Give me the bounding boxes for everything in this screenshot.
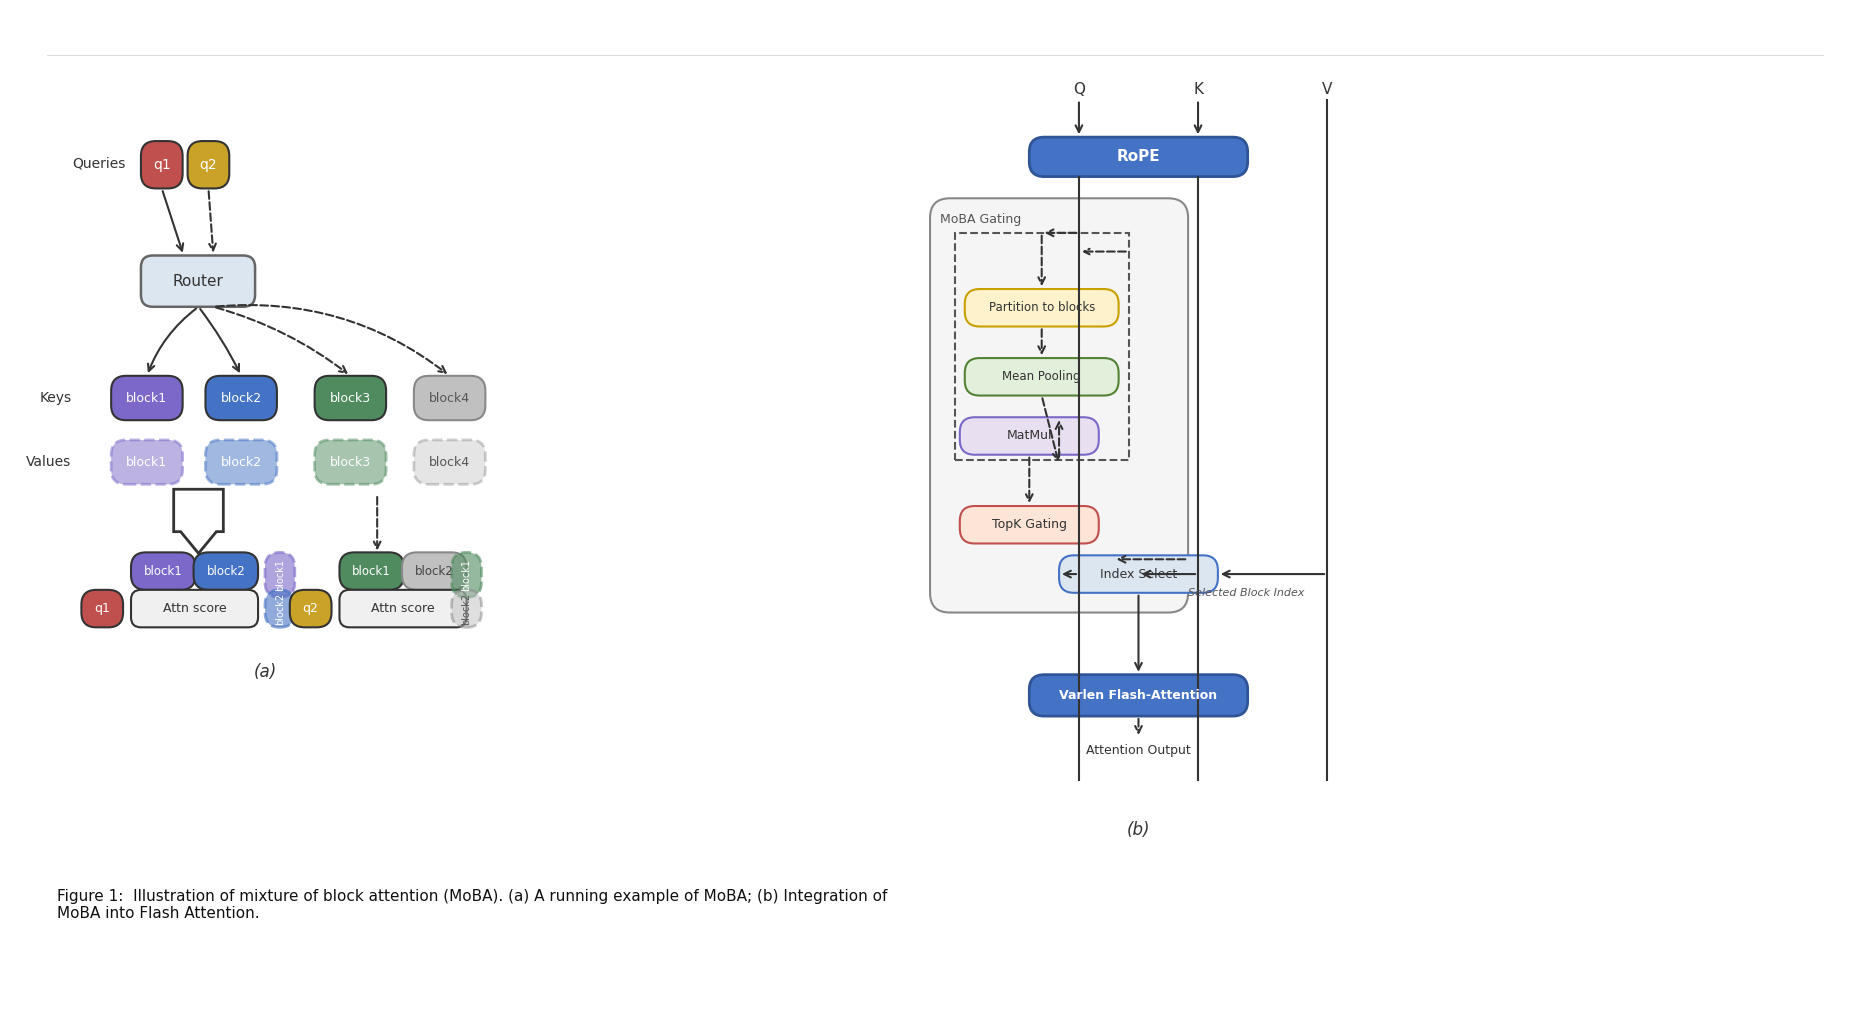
Text: Index Select: Index Select (1100, 568, 1176, 581)
Text: Mean Pooling: Mean Pooling (1002, 370, 1081, 383)
Text: Partition to blocks: Partition to blocks (989, 301, 1096, 314)
FancyBboxPatch shape (140, 141, 183, 189)
Text: Values: Values (26, 455, 71, 469)
Text: block2: block2 (462, 592, 471, 625)
FancyBboxPatch shape (402, 553, 466, 590)
FancyBboxPatch shape (965, 289, 1118, 327)
FancyBboxPatch shape (131, 590, 258, 628)
FancyBboxPatch shape (290, 590, 331, 628)
FancyBboxPatch shape (314, 440, 385, 485)
Text: q2: q2 (200, 158, 217, 171)
Text: block1: block1 (352, 565, 391, 578)
Text: block2: block2 (221, 455, 262, 468)
FancyBboxPatch shape (110, 376, 183, 420)
FancyBboxPatch shape (413, 440, 486, 485)
FancyBboxPatch shape (187, 141, 230, 189)
FancyBboxPatch shape (453, 553, 481, 597)
Text: block1: block1 (127, 391, 168, 405)
FancyBboxPatch shape (1058, 556, 1217, 593)
Text: TopK Gating: TopK Gating (991, 518, 1066, 531)
Text: Attn score: Attn score (163, 602, 226, 615)
Text: block2: block2 (221, 391, 262, 405)
FancyBboxPatch shape (266, 590, 295, 628)
FancyBboxPatch shape (110, 440, 183, 485)
Text: (a): (a) (254, 663, 277, 680)
Text: q1: q1 (153, 158, 170, 171)
FancyBboxPatch shape (959, 506, 1100, 544)
FancyBboxPatch shape (453, 590, 481, 628)
FancyBboxPatch shape (413, 376, 486, 420)
Text: block3: block3 (329, 455, 370, 468)
Text: block2: block2 (206, 565, 245, 578)
Text: block4: block4 (428, 391, 469, 405)
FancyBboxPatch shape (194, 553, 258, 590)
Bar (956, 233, 1129, 459)
Polygon shape (174, 489, 223, 554)
FancyBboxPatch shape (965, 358, 1118, 395)
Text: MoBA Gating: MoBA Gating (941, 213, 1021, 226)
Text: block3: block3 (329, 391, 370, 405)
FancyBboxPatch shape (959, 417, 1100, 454)
FancyBboxPatch shape (314, 376, 385, 420)
Text: block1: block1 (127, 455, 168, 468)
Text: Figure 1:  Illustration of mixture of block attention (MoBA). (a) A running exam: Figure 1: Illustration of mixture of blo… (56, 888, 886, 921)
Text: Varlen Flash-Attention: Varlen Flash-Attention (1060, 689, 1217, 702)
Text: block1: block1 (462, 559, 471, 591)
Text: (b): (b) (1128, 820, 1150, 839)
Text: block4: block4 (428, 455, 469, 468)
FancyBboxPatch shape (206, 440, 277, 485)
FancyBboxPatch shape (340, 553, 404, 590)
Text: block1: block1 (275, 559, 284, 591)
Text: block2: block2 (275, 592, 284, 625)
Text: V: V (1322, 82, 1331, 97)
Text: q2: q2 (303, 602, 318, 615)
FancyBboxPatch shape (206, 376, 277, 420)
FancyBboxPatch shape (82, 590, 123, 628)
FancyBboxPatch shape (1028, 137, 1247, 176)
Text: Queries: Queries (73, 157, 125, 170)
Text: q1: q1 (94, 602, 110, 615)
FancyBboxPatch shape (131, 553, 196, 590)
Text: Q: Q (1073, 82, 1085, 97)
Text: block1: block1 (144, 565, 183, 578)
Text: block2: block2 (415, 565, 454, 578)
Text: MatMul: MatMul (1006, 430, 1053, 442)
Text: K: K (1193, 82, 1202, 97)
FancyBboxPatch shape (1028, 674, 1247, 716)
FancyBboxPatch shape (266, 553, 295, 597)
Text: Attention Output: Attention Output (1086, 744, 1191, 757)
Text: Router: Router (172, 274, 223, 289)
Text: RoPE: RoPE (1116, 149, 1159, 164)
Text: Attn score: Attn score (370, 602, 436, 615)
FancyBboxPatch shape (140, 256, 254, 307)
Text: Selected Block Index: Selected Block Index (1187, 588, 1305, 598)
FancyBboxPatch shape (929, 199, 1187, 612)
FancyBboxPatch shape (340, 590, 466, 628)
Text: Keys: Keys (39, 391, 71, 405)
